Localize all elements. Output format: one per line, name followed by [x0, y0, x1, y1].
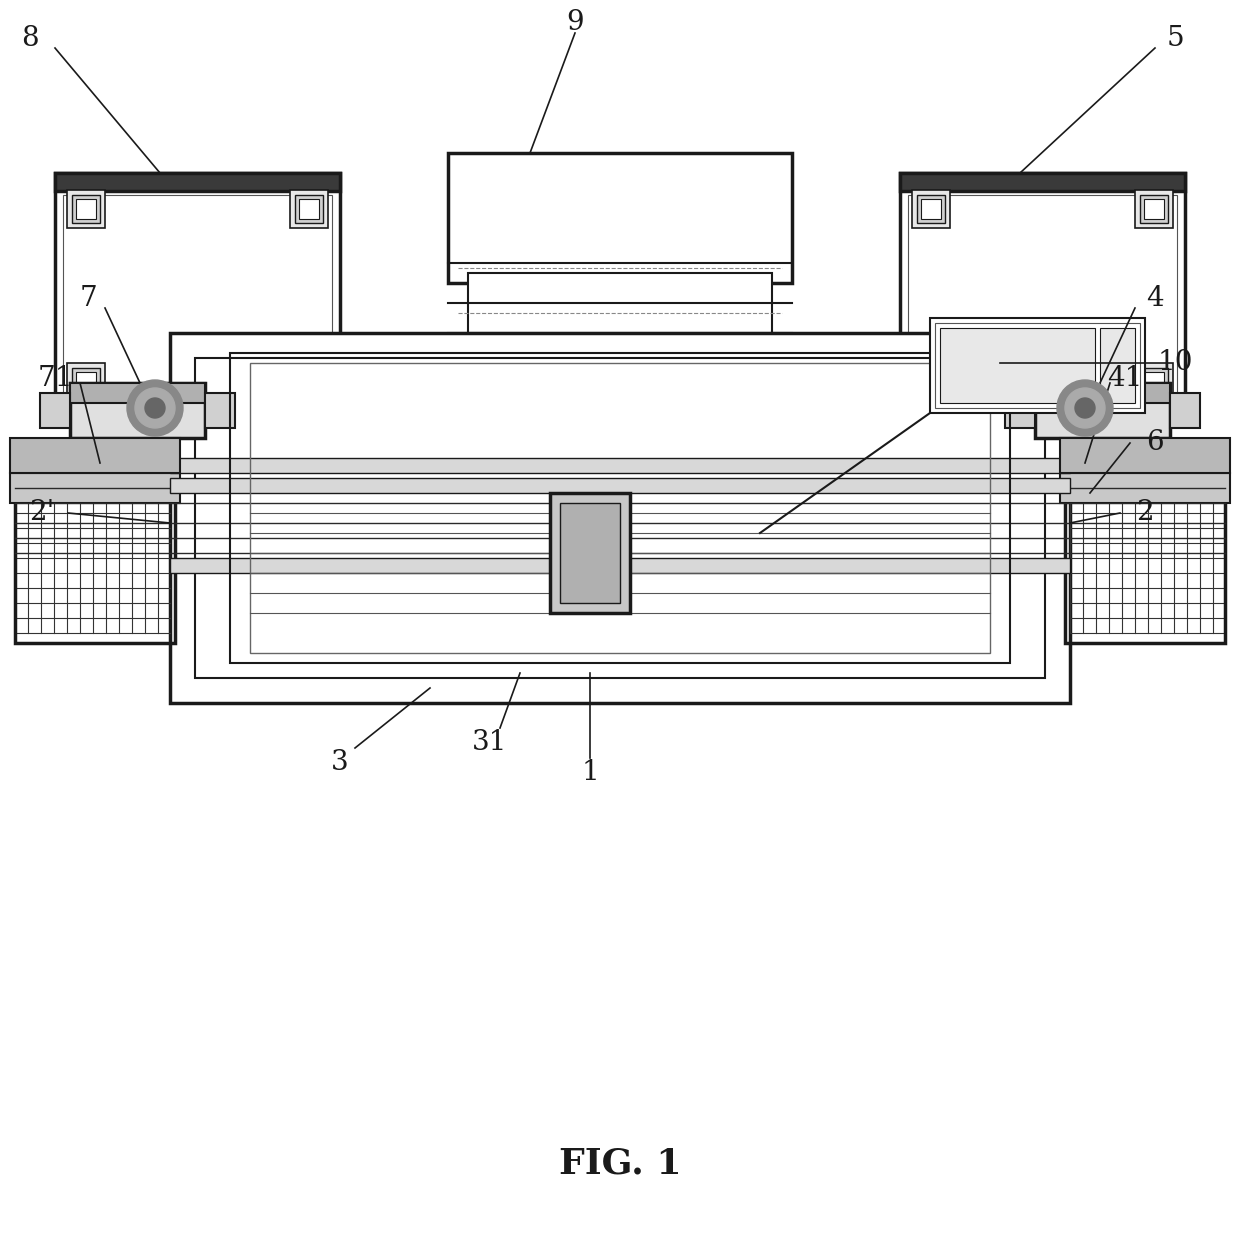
Bar: [72, 195, 100, 223]
Bar: [170, 333, 1070, 703]
Text: 1: 1: [582, 760, 599, 787]
Bar: [918, 195, 945, 223]
Text: 71: 71: [37, 365, 73, 392]
Circle shape: [1065, 388, 1105, 428]
Bar: [560, 503, 620, 603]
Bar: [299, 199, 319, 219]
Bar: [908, 195, 1177, 404]
Bar: [1100, 328, 1135, 403]
Bar: [40, 393, 69, 428]
Text: 2': 2': [30, 499, 55, 526]
Bar: [170, 457, 1070, 473]
Bar: [67, 190, 105, 228]
Bar: [69, 383, 205, 403]
Bar: [15, 469, 175, 642]
Text: 8: 8: [21, 25, 38, 52]
Bar: [295, 195, 322, 223]
Bar: [935, 323, 1140, 408]
Bar: [72, 367, 100, 396]
Bar: [751, 343, 773, 379]
Bar: [299, 372, 319, 392]
Bar: [229, 353, 1011, 663]
Bar: [1140, 195, 1168, 223]
Bar: [1065, 469, 1225, 642]
Text: 4: 4: [1146, 285, 1164, 312]
Circle shape: [1056, 380, 1114, 436]
Circle shape: [1075, 398, 1095, 418]
Bar: [170, 478, 1070, 493]
Bar: [448, 153, 792, 284]
Bar: [911, 363, 950, 401]
Bar: [1004, 393, 1035, 428]
Bar: [76, 199, 95, 219]
Bar: [170, 559, 1070, 573]
Bar: [911, 190, 950, 228]
Bar: [1035, 383, 1171, 403]
Circle shape: [126, 380, 184, 436]
Text: 31: 31: [472, 730, 507, 757]
Text: 41: 41: [1107, 365, 1143, 392]
Bar: [1135, 190, 1173, 228]
Bar: [1145, 199, 1164, 219]
Bar: [1135, 363, 1173, 401]
Text: FIG. 1: FIG. 1: [559, 1145, 681, 1180]
Bar: [921, 372, 941, 392]
Bar: [930, 318, 1145, 413]
Bar: [921, 199, 941, 219]
Bar: [900, 173, 1185, 413]
Bar: [1171, 393, 1200, 428]
Bar: [69, 383, 205, 438]
Bar: [918, 367, 945, 396]
Bar: [290, 190, 329, 228]
Bar: [551, 493, 630, 613]
Bar: [1060, 473, 1230, 503]
Bar: [1145, 372, 1164, 392]
Bar: [55, 173, 340, 413]
Bar: [67, 363, 105, 401]
Text: 9: 9: [567, 10, 584, 37]
Bar: [295, 367, 322, 396]
Circle shape: [145, 398, 165, 418]
Text: 6: 6: [1146, 429, 1164, 456]
Bar: [10, 473, 180, 503]
Bar: [55, 173, 340, 191]
Bar: [467, 343, 773, 379]
Bar: [1035, 383, 1171, 438]
Circle shape: [135, 388, 175, 428]
Bar: [76, 372, 95, 392]
Bar: [10, 438, 180, 473]
Text: 2: 2: [1136, 499, 1153, 526]
Bar: [900, 173, 1185, 191]
Bar: [250, 363, 990, 653]
Text: 7: 7: [79, 285, 97, 312]
Text: 3: 3: [331, 750, 348, 777]
Text: 5: 5: [1166, 25, 1184, 52]
Bar: [195, 358, 1045, 678]
Bar: [467, 272, 773, 353]
Text: 10: 10: [1157, 349, 1193, 376]
Bar: [205, 393, 236, 428]
Bar: [290, 363, 329, 401]
Bar: [1140, 367, 1168, 396]
Bar: [1060, 438, 1230, 473]
Bar: [467, 343, 489, 379]
Bar: [940, 328, 1095, 403]
Bar: [63, 195, 332, 404]
